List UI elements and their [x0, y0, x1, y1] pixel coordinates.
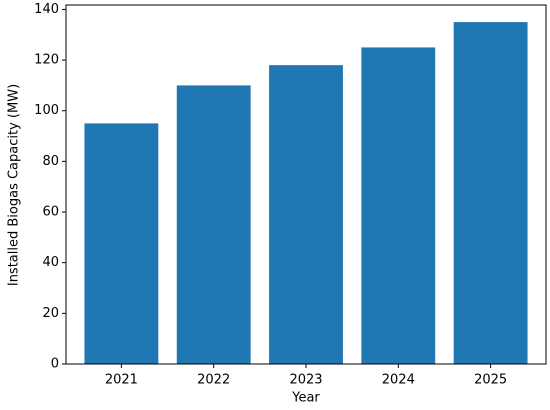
bar	[361, 47, 436, 365]
x-tick-label: 2024	[382, 373, 415, 388]
x-tick-label: 2021	[105, 373, 138, 388]
bar	[453, 22, 528, 364]
y-tick-label: 40	[42, 255, 59, 270]
x-tick-label: 2022	[197, 373, 230, 388]
bar	[269, 65, 343, 365]
y-tick-label: 100	[34, 103, 59, 118]
y-tick-label: 60	[42, 205, 59, 220]
x-axis-label: Year	[291, 391, 320, 406]
y-axis-label: Installed Biogas Capacity (MW)	[7, 84, 22, 286]
x-tick-label: 2023	[289, 373, 322, 388]
y-tick-label: 120	[34, 53, 59, 68]
y-tick-label: 140	[34, 2, 59, 17]
bar	[84, 123, 159, 364]
x-tick-label: 2025	[474, 373, 507, 388]
y-tick-label: 80	[42, 154, 59, 169]
y-tick-label: 20	[42, 306, 59, 321]
plot-frame	[65, 4, 547, 365]
bar	[176, 85, 251, 364]
y-tick-label: 0	[51, 357, 59, 372]
